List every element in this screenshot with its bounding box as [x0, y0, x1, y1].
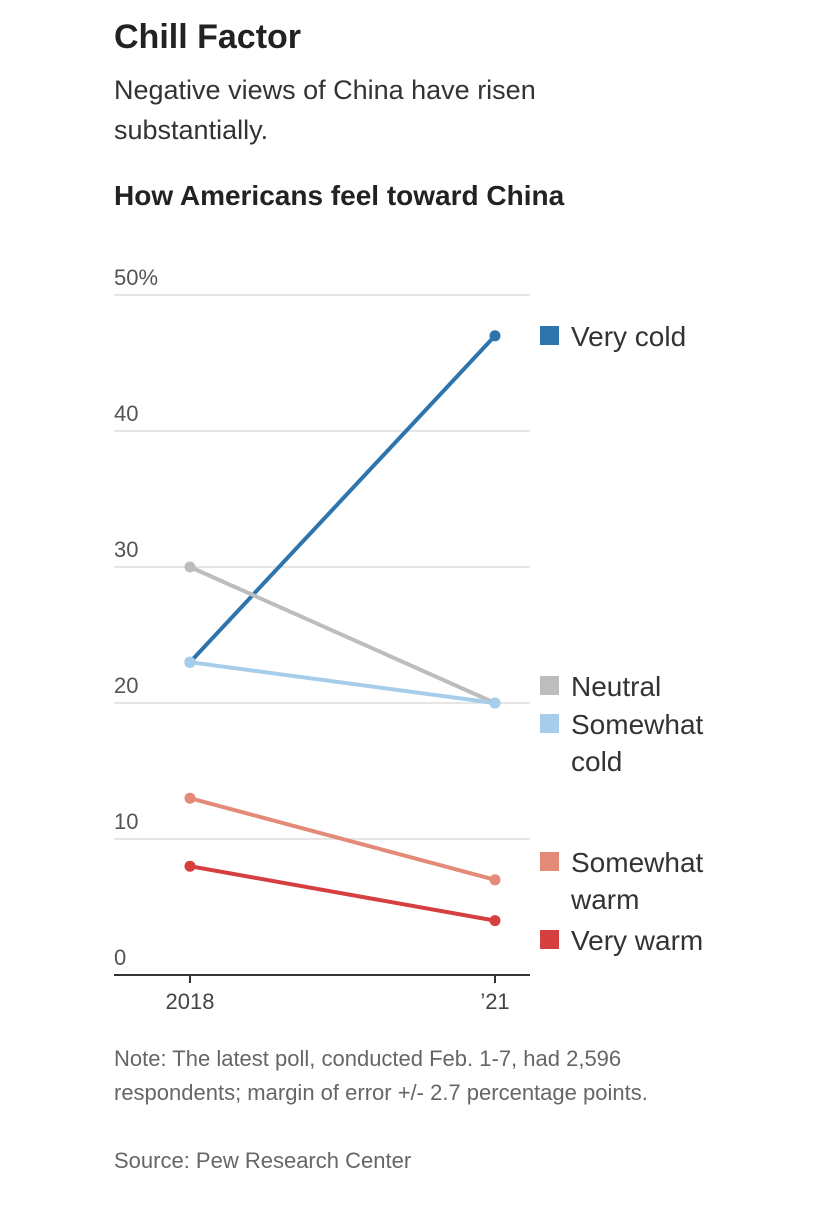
gridlines	[114, 294, 530, 840]
chart-subtitle: Negative views of China have risen subst…	[114, 75, 536, 145]
series-line-somewhat-cold	[188, 660, 497, 705]
y-tick-label-40: 40	[114, 401, 138, 426]
y-tick-labels: 0 10 20 30 40 50%	[114, 265, 158, 970]
series-line-neutral	[188, 565, 497, 705]
legend-label-somewhat-warm: Somewhat warm	[570, 847, 704, 915]
data-points	[184, 330, 501, 927]
point-very-warm-1	[489, 915, 501, 927]
legend-swatch-very-warm	[540, 930, 559, 949]
chart-title: Chill Factor	[114, 18, 302, 56]
legend-label-very-cold: Very cold	[571, 321, 686, 352]
legend-label-somewhat-cold: Somewhat cold	[571, 709, 704, 777]
line-chart: 0 10 20 30 40 50% 2018 ’21 Very cold Neutral Som…	[114, 265, 704, 1014]
point-somewhat-warm-1	[489, 874, 501, 886]
point-very-cold-1	[489, 330, 501, 342]
legend-swatch-very-cold	[540, 326, 559, 345]
chart-source: Source: Pew Research Center	[114, 1148, 412, 1173]
legend-swatch-somewhat-cold	[540, 714, 559, 733]
x-tick-label-0: 2018	[166, 989, 215, 1014]
series-line-very-warm	[188, 864, 497, 923]
y-tick-label-50: 50%	[114, 265, 158, 290]
y-tick-label-10: 10	[114, 809, 138, 834]
legend-swatch-somewhat-warm	[540, 852, 559, 871]
series-line-somewhat-warm	[188, 796, 497, 882]
y-tick-label-30: 30	[114, 537, 138, 562]
point-somewhat-warm-0	[184, 792, 196, 804]
x-tick-label-1: ’21	[480, 989, 509, 1014]
legend-swatch-neutral	[540, 676, 559, 695]
chart-note: Note: The latest poll, conducted Feb. 1-…	[114, 1046, 648, 1105]
point-very-warm-0	[184, 860, 196, 872]
point-somewhat-cold-0	[184, 656, 196, 668]
point-neutral-0	[184, 561, 196, 573]
series-lines	[188, 333, 497, 923]
y-tick-label-20: 20	[114, 673, 138, 698]
point-somewhat-cold-1	[489, 697, 501, 709]
series-line-very-cold	[188, 333, 497, 665]
legend-label-very-warm: Very warm	[571, 925, 703, 956]
legend: Very cold Neutral Somewhat cold Somewhat warm…	[540, 321, 704, 956]
y-tick-label-0: 0	[114, 945, 126, 970]
x-axis: 2018 ’21	[114, 974, 530, 1014]
legend-label-neutral: Neutral	[571, 671, 661, 702]
chart-heading: How Americans feel toward China	[114, 180, 565, 211]
